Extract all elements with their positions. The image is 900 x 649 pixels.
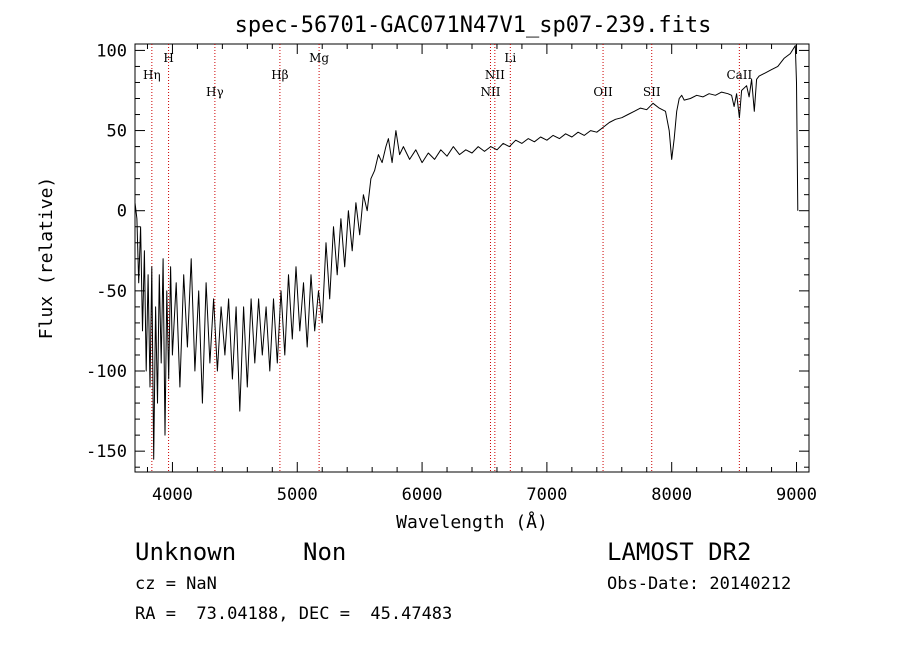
y-tick-label: -50 xyxy=(96,282,127,302)
x-axis-label: Wavelength (Å) xyxy=(396,511,548,533)
spectral-line-label: Hη xyxy=(143,68,161,82)
observation-date: Obs-Date: 20140212 xyxy=(607,574,792,594)
spectral-line-label: CaII xyxy=(726,68,752,82)
plot-frame xyxy=(134,43,810,473)
y-axis-label: Flux (relative) xyxy=(36,177,57,340)
x-axis: 4000 5000 6000 7000 8000 9000 xyxy=(146,44,817,505)
y-tick-label: 100 xyxy=(96,41,127,61)
spectral-line-label: OII xyxy=(593,85,613,99)
spectral-line-label: Hγ xyxy=(206,85,224,99)
spectral-line-label: NII xyxy=(485,68,505,82)
y-tick-label: 50 xyxy=(107,122,127,142)
spectral-line-labels: HηH Hγ Hβ Mg NII NII Li OII SII CaII xyxy=(143,51,752,99)
chart-title: spec-56701-GAC071N47V1_sp07-239.fits xyxy=(235,13,712,38)
y-tick-label: -150 xyxy=(86,442,127,462)
x-tick-label: 9000 xyxy=(776,485,817,505)
spectral-line-label: Li xyxy=(504,51,516,65)
survey-name: LAMOST DR2 xyxy=(607,538,752,566)
spectrum-series xyxy=(134,45,799,460)
spectral-line-markers xyxy=(151,44,740,472)
object-subclass: Non xyxy=(303,538,347,566)
x-tick-label: 5000 xyxy=(277,485,318,505)
spectral-line-label: Mg xyxy=(309,51,329,65)
spectral-line-label: H xyxy=(163,51,173,65)
y-tick-label: -100 xyxy=(86,362,127,382)
y-tick-label: 0 xyxy=(117,202,127,222)
y-axis: -150 -100 -50 0 50 100 xyxy=(86,41,809,468)
spectral-line-label: Hβ xyxy=(271,68,288,82)
x-tick-label: 6000 xyxy=(402,485,443,505)
spectrum-line xyxy=(134,45,799,460)
coordinates: RA = 73.04188, DEC = 45.47483 xyxy=(135,604,453,624)
spectral-line-label: SII xyxy=(643,85,661,99)
x-tick-label: 8000 xyxy=(651,485,692,505)
x-tick-label: 4000 xyxy=(152,485,193,505)
x-tick-label: 7000 xyxy=(526,485,567,505)
spectral-line-label: NII xyxy=(480,85,500,99)
object-class: Unknown xyxy=(135,538,237,566)
redshift-cz: cz = NaN xyxy=(135,574,217,594)
